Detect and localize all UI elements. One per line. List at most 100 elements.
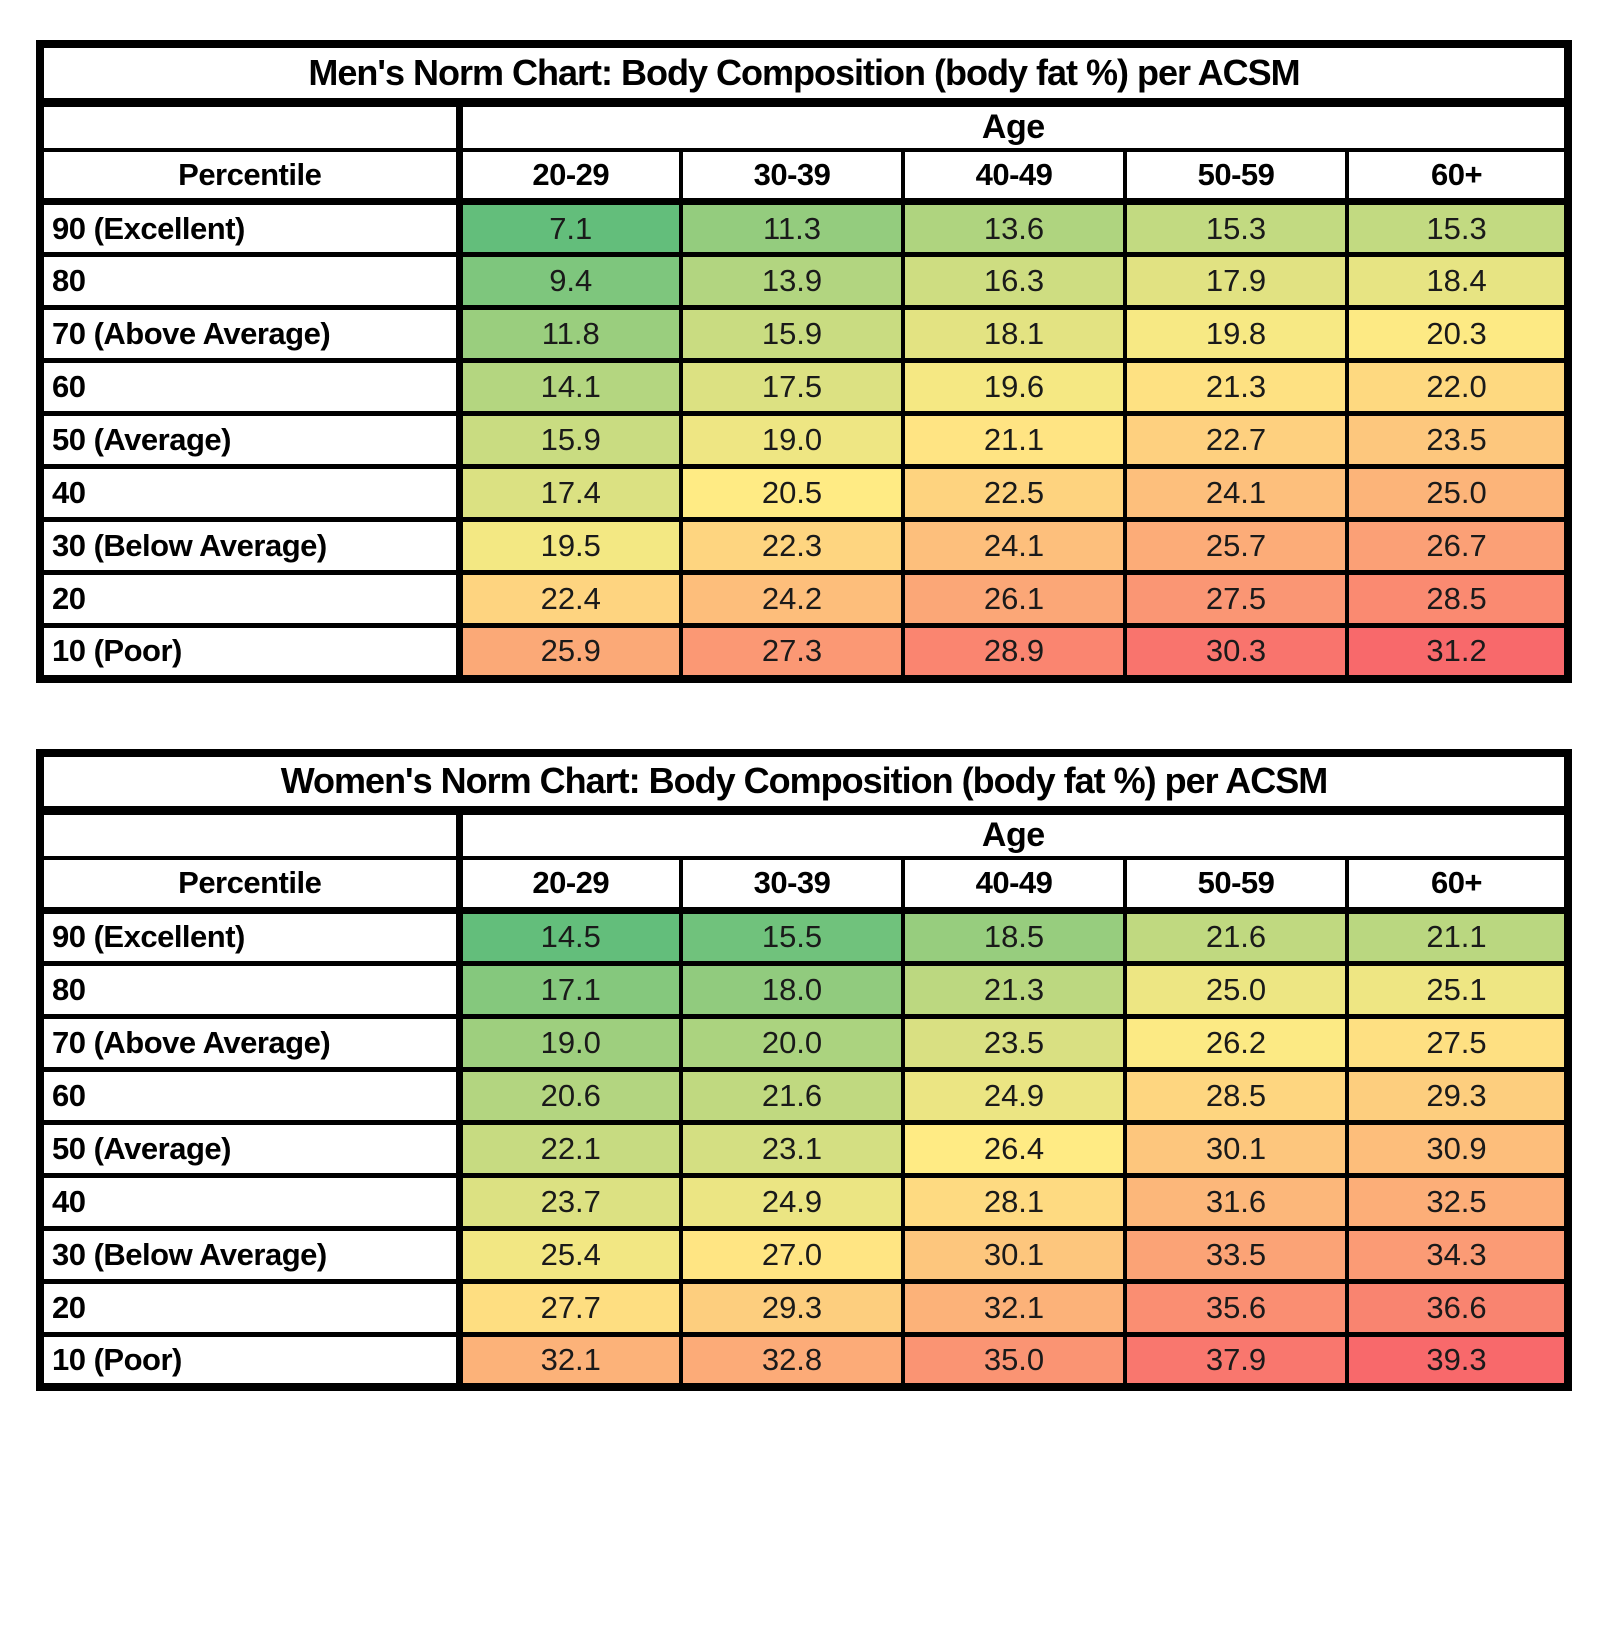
corner-cell — [38, 100, 463, 152]
percentile-row-label: 60 — [38, 1066, 463, 1125]
body-fat-value-cell: 33.5 — [1123, 1225, 1349, 1284]
body-fat-value-cell: 21.6 — [1123, 907, 1349, 966]
table-row: 90 (Excellent) 14.5 15.5 18.5 21.6 21.1 — [38, 907, 1571, 966]
age-column-header: 50-59 — [1123, 856, 1349, 914]
body-fat-value-cell: 19.0 — [457, 1013, 683, 1072]
table-row: 10 (Poor) 25.9 27.3 28.9 30.3 31.2 — [38, 623, 1571, 681]
table-row: 30 (Below Average) 25.4 27.0 30.1 33.5 34.3 — [38, 1225, 1571, 1284]
percentile-row-label: 90 (Excellent) — [38, 199, 463, 257]
table-title-row: Men's Norm Chart: Body Composition (body… — [37, 42, 1571, 107]
body-fat-value-cell: 22.1 — [457, 1119, 683, 1178]
table-row: 50 (Average) 22.1 23.1 26.4 30.1 30.9 — [38, 1119, 1571, 1178]
body-fat-value-cell: 17.9 — [1123, 252, 1349, 310]
age-column-header: 50-59 — [1123, 147, 1349, 205]
percentile-row-label: 70 (Above Average) — [38, 1013, 463, 1072]
body-fat-value-cell: 16.3 — [901, 252, 1127, 310]
body-fat-value-cell: 24.9 — [901, 1066, 1127, 1125]
body-fat-value-cell: 20.3 — [1344, 305, 1571, 363]
body-fat-value-cell: 29.3 — [1344, 1066, 1571, 1125]
body-fat-value-cell: 27.5 — [1344, 1013, 1571, 1072]
body-fat-value-cell: 37.9 — [1123, 1331, 1349, 1390]
body-fat-value-cell: 39.3 — [1344, 1331, 1571, 1390]
table-row: 60 14.1 17.5 19.6 21.3 22.0 — [38, 358, 1571, 416]
age-group-row: Age — [38, 100, 1571, 152]
table-title-row: Women's Norm Chart: Body Composition (bo… — [37, 750, 1571, 815]
body-fat-value-cell: 23.5 — [1344, 411, 1571, 469]
body-fat-value-cell: 15.5 — [679, 907, 905, 966]
body-fat-value-cell: 22.0 — [1344, 358, 1571, 416]
body-fat-value-cell: 21.3 — [1123, 358, 1349, 416]
table-row: 10 (Poor) 32.1 32.8 35.0 37.9 39.3 — [38, 1331, 1571, 1390]
column-header-row: Percentile 20-29 30-39 40-49 50-59 60+ — [38, 147, 1571, 205]
body-fat-value-cell: 28.5 — [1123, 1066, 1349, 1125]
body-fat-value-cell: 21.1 — [1344, 907, 1571, 966]
body-fat-value-cell: 27.0 — [679, 1225, 905, 1284]
body-fat-value-cell: 34.3 — [1344, 1225, 1571, 1284]
body-fat-value-cell: 14.5 — [457, 907, 683, 966]
body-fat-value-cell: 19.5 — [457, 517, 683, 575]
body-fat-value-cell: 29.3 — [679, 1278, 905, 1337]
body-fat-value-cell: 23.1 — [679, 1119, 905, 1178]
body-fat-value-cell: 35.0 — [901, 1331, 1127, 1390]
percentile-row-label: 40 — [38, 1172, 463, 1231]
age-group-label: Age — [456, 100, 1571, 152]
table-row: 60 20.6 21.6 24.9 28.5 29.3 — [38, 1066, 1571, 1125]
table-title: Men's Norm Chart: Body Composition (body… — [37, 42, 1571, 107]
body-fat-value-cell: 17.4 — [457, 464, 683, 522]
percentile-header: Percentile — [38, 147, 463, 205]
body-fat-value-cell: 25.4 — [457, 1225, 683, 1284]
body-fat-value-cell: 30.1 — [1123, 1119, 1349, 1178]
table-row: 80 17.1 18.0 21.3 25.0 25.1 — [38, 960, 1571, 1019]
body-fat-value-cell: 30.3 — [1123, 623, 1349, 681]
body-fat-value-cell: 25.1 — [1344, 960, 1571, 1019]
age-column-header: 20-29 — [457, 856, 683, 914]
body-fat-value-cell: 26.7 — [1344, 517, 1571, 575]
table-row: 20 22.4 24.2 26.1 27.5 28.5 — [38, 570, 1571, 628]
percentile-row-label: 30 (Below Average) — [38, 1225, 463, 1284]
body-fat-value-cell: 18.1 — [901, 305, 1127, 363]
body-fat-value-cell: 21.3 — [901, 960, 1127, 1019]
table-row: 50 (Average) 15.9 19.0 21.1 22.7 23.5 — [38, 411, 1571, 469]
body-fat-value-cell: 25.0 — [1344, 464, 1571, 522]
body-fat-value-cell: 20.0 — [679, 1013, 905, 1072]
body-fat-value-cell: 25.7 — [1123, 517, 1349, 575]
body-fat-value-cell: 26.4 — [901, 1119, 1127, 1178]
age-column-header: 60+ — [1344, 147, 1571, 205]
body-fat-value-cell: 36.6 — [1344, 1278, 1571, 1337]
table-row: 40 17.4 20.5 22.5 24.1 25.0 — [38, 464, 1571, 522]
body-fat-value-cell: 22.7 — [1123, 411, 1349, 469]
body-fat-value-cell: 25.9 — [457, 623, 683, 681]
body-fat-value-cell: 15.3 — [1123, 199, 1349, 257]
age-group-label: Age — [456, 808, 1571, 860]
body-fat-value-cell: 27.7 — [457, 1278, 683, 1337]
body-fat-value-cell: 35.6 — [1123, 1278, 1349, 1337]
body-fat-value-cell: 14.1 — [457, 358, 683, 416]
age-column-header: 60+ — [1344, 856, 1571, 914]
percentile-row-label: 20 — [38, 1278, 463, 1337]
body-fat-value-cell: 15.9 — [679, 305, 905, 363]
percentile-row-label: 90 (Excellent) — [38, 907, 463, 966]
percentile-row-label: 60 — [38, 358, 463, 416]
body-fat-value-cell: 30.9 — [1344, 1119, 1571, 1178]
body-fat-value-cell: 15.3 — [1344, 199, 1571, 257]
percentile-row-label: 40 — [38, 464, 463, 522]
body-fat-value-cell: 24.1 — [901, 517, 1127, 575]
body-fat-value-cell: 27.3 — [679, 623, 905, 681]
body-fat-value-cell: 26.1 — [901, 570, 1127, 628]
body-fat-value-cell: 11.8 — [457, 305, 683, 363]
body-fat-value-cell: 7.1 — [457, 199, 683, 257]
body-fat-value-cell: 22.3 — [679, 517, 905, 575]
body-fat-value-cell: 21.6 — [679, 1066, 905, 1125]
body-fat-value-cell: 32.8 — [679, 1331, 905, 1390]
body-fat-value-cell: 17.5 — [679, 358, 905, 416]
body-fat-value-cell: 24.9 — [679, 1172, 905, 1231]
table-row: 40 23.7 24.9 28.1 31.6 32.5 — [38, 1172, 1571, 1231]
corner-cell — [38, 808, 463, 860]
womens-norm-table: Women's Norm Chart: Body Composition (bo… — [36, 748, 1573, 1391]
body-fat-value-cell: 19.8 — [1123, 305, 1349, 363]
age-column-header: 30-39 — [679, 856, 905, 914]
body-fat-value-cell: 18.5 — [901, 907, 1127, 966]
body-fat-value-cell: 18.0 — [679, 960, 905, 1019]
body-fat-value-cell: 9.4 — [457, 252, 683, 310]
table-title: Women's Norm Chart: Body Composition (bo… — [37, 750, 1571, 815]
